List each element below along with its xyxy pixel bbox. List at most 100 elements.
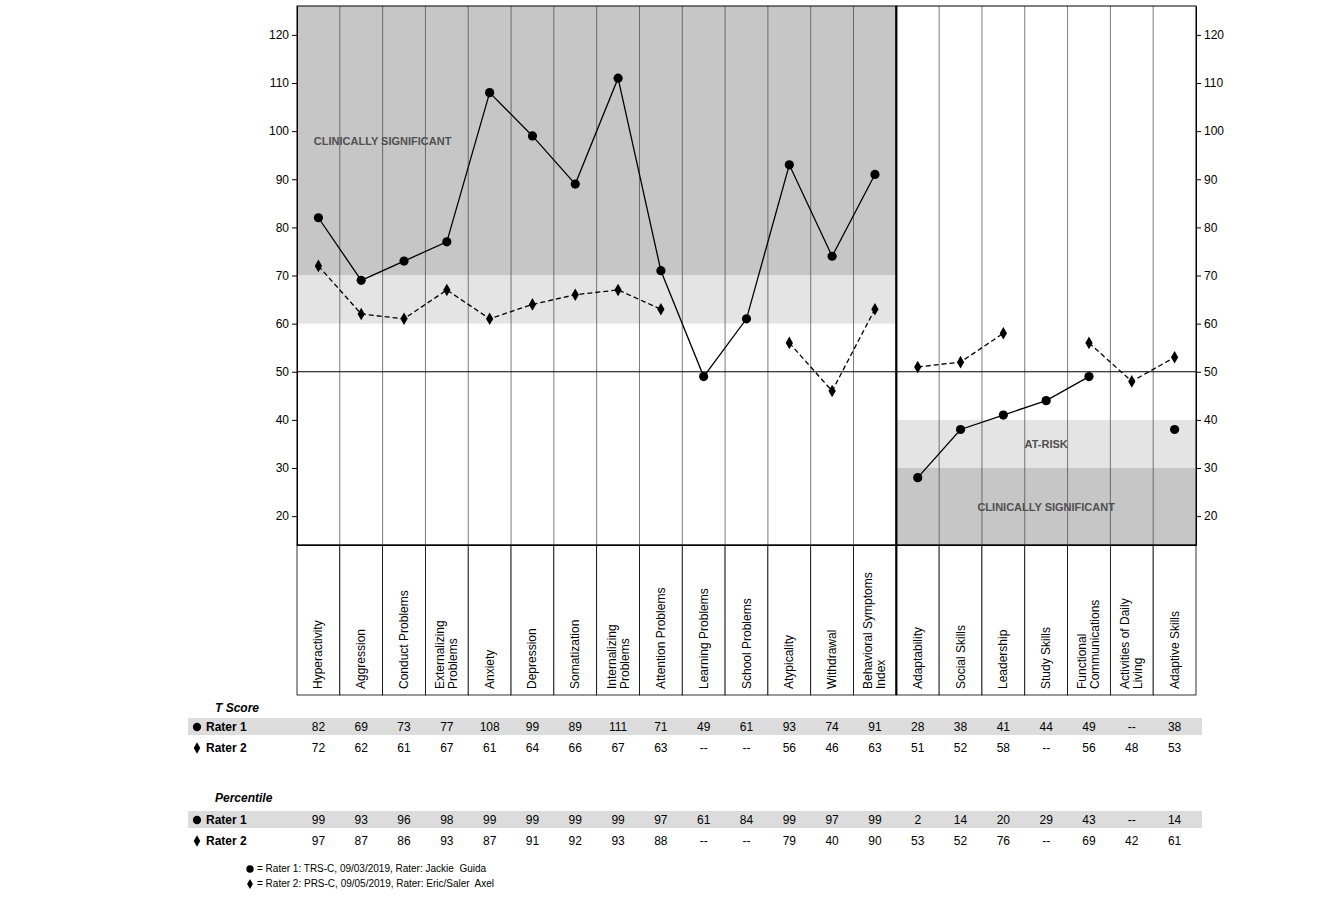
data-point — [828, 252, 837, 261]
x-tick-label: Attention Problems — [654, 588, 668, 689]
x-tick-label: Withdrawal — [825, 630, 839, 689]
y-tick: 80 — [1196, 221, 1218, 235]
y-tick-label: 20 — [276, 509, 290, 523]
t-score-value: 74 — [825, 720, 839, 734]
y-tick-label: 80 — [1204, 221, 1218, 235]
row-label: Rater 2 — [206, 834, 247, 848]
row-marker — [194, 835, 201, 846]
y-tick-mark — [1196, 420, 1201, 421]
y-tick: 60 — [1196, 317, 1218, 331]
row-marker — [193, 723, 201, 731]
x-tick-label: Leadership — [996, 629, 1010, 689]
label-box — [554, 545, 597, 695]
column-divider — [339, 6, 340, 545]
label-box — [1110, 545, 1153, 695]
t-score-value: 61 — [397, 741, 411, 755]
column-divider — [382, 6, 383, 545]
label-box — [1153, 545, 1196, 695]
t-score-value: 71 — [654, 720, 668, 734]
percentile-value: 93 — [611, 834, 625, 848]
percentile-value: 84 — [740, 813, 754, 827]
column-divider — [425, 6, 426, 545]
chart-panel: CLINICALLY SIGNIFICANT Hyperactivity Aggre… — [269, 6, 897, 848]
percentile-value: -- — [1128, 813, 1136, 827]
column-divider — [1153, 6, 1154, 545]
percentile-value: 99 — [483, 813, 497, 827]
x-tick-label: Hyperactivity — [311, 620, 325, 689]
x-axis: HyperactivityAggressionConduct ProblemsE… — [298, 546, 897, 690]
y-tick: 110 — [270, 76, 297, 90]
y-tick-mark — [292, 516, 297, 517]
row-stripe — [188, 811, 1202, 828]
y-tick: 120 — [269, 28, 297, 42]
t-score-value: 41 — [997, 720, 1011, 734]
series-line — [318, 78, 875, 376]
y-tick-label: 100 — [1204, 124, 1224, 138]
percentile-value: 53 — [911, 834, 925, 848]
y-tick-label: 40 — [276, 413, 290, 427]
y-tick-label: 100 — [269, 124, 289, 138]
y-tick-label: 70 — [276, 269, 290, 283]
t-score-value: 63 — [868, 741, 882, 755]
data-point — [742, 314, 751, 323]
y-axis: 2030405060708090100110120 — [1196, 7, 1224, 546]
data-point — [999, 410, 1008, 419]
y-tick-mark — [292, 420, 297, 421]
t-score-value: 51 — [911, 741, 925, 755]
column-divider — [553, 6, 554, 545]
data-point — [572, 288, 579, 301]
label-box — [725, 545, 768, 695]
y-tick: 70 — [1196, 269, 1218, 283]
label-box — [982, 545, 1025, 695]
column-divider — [468, 6, 469, 545]
x-tick-label: Anxiety — [483, 650, 497, 689]
t-score-value: -- — [743, 741, 751, 755]
data-point — [528, 131, 537, 140]
data-point — [913, 473, 922, 482]
label-box — [682, 545, 725, 695]
range-band — [896, 420, 1196, 468]
y-tick: 40 — [276, 413, 297, 427]
y-tick-label: 90 — [1204, 173, 1218, 187]
label-box — [383, 545, 426, 695]
t-score-value: 44 — [1039, 720, 1053, 734]
table-heading: Percentile — [215, 791, 273, 805]
label-box — [511, 545, 554, 695]
column-divider — [1024, 6, 1025, 545]
band-label: AT-RISK — [1025, 438, 1068, 450]
column-divider — [596, 6, 597, 545]
percentile-value: 91 — [526, 834, 540, 848]
percentile-value: 99 — [783, 813, 797, 827]
x-tick: Aggression — [354, 629, 368, 689]
column-divider — [939, 6, 940, 545]
y-tick: 50 — [1196, 365, 1218, 379]
y-tick-mark — [1196, 468, 1201, 469]
percentile-value: 98 — [440, 813, 454, 827]
x-tick: Somatization — [568, 620, 582, 689]
t-score-value: 49 — [697, 720, 711, 734]
x-tick-label: InternalizingProblems — [605, 624, 632, 689]
x-tick-label: Behavioral SymptomsIndex — [861, 572, 888, 689]
data-point — [1084, 372, 1093, 381]
note-marker — [246, 865, 253, 872]
data-point — [656, 266, 665, 275]
data-point — [571, 179, 580, 188]
band-label: CLINICALLY SIGNIFICANT — [977, 501, 1115, 513]
x-tick-label: FunctionalCommunications — [1075, 600, 1102, 689]
data-point — [957, 356, 964, 369]
data-point — [314, 213, 323, 222]
y-tick-label: 110 — [270, 76, 289, 90]
x-tick: Hyperactivity — [311, 620, 325, 689]
percentile-value: 92 — [569, 834, 583, 848]
label-box — [297, 545, 340, 695]
y-tick: 110 — [1196, 76, 1223, 90]
x-axis: AdaptabilitySocial SkillsLeadershipStudy… — [897, 546, 1197, 690]
band-label: CLINICALLY SIGNIFICANT — [314, 135, 452, 147]
data-point — [699, 372, 708, 381]
t-score-value: 38 — [954, 720, 968, 734]
percentile-value: 76 — [997, 834, 1011, 848]
x-tick: Adaptability — [911, 627, 925, 689]
x-tick-label: Conduct Problems — [397, 590, 411, 689]
bands — [896, 420, 1196, 545]
x-tick: Conduct Problems — [397, 590, 411, 689]
